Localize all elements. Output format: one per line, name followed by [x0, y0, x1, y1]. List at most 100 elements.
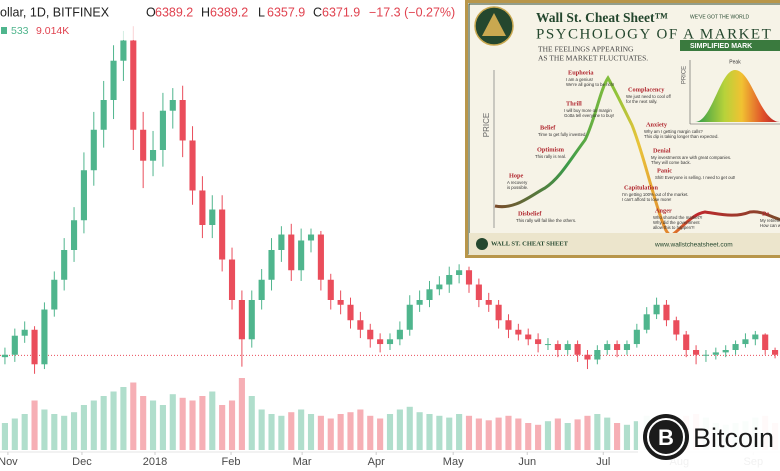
candle-body [357, 320, 364, 330]
volume-bar [189, 400, 196, 450]
stage-name: De [762, 210, 770, 217]
volume-bar [357, 409, 364, 450]
x-tick-label: Jun [518, 456, 536, 468]
stage-note: This rally will fail like the others. [516, 218, 576, 223]
watermark-symbol: B [658, 425, 674, 450]
stage-note: We just need to cool off [626, 94, 672, 99]
volume-bar [258, 409, 265, 450]
volume-bar [633, 421, 640, 450]
x-tick-label: Dec [72, 456, 92, 468]
candle-body [238, 300, 245, 340]
stage-name: Optimism [537, 146, 565, 153]
stage-note: How can we pa [760, 223, 780, 228]
volume-bar [110, 391, 117, 450]
candle-body [505, 320, 512, 330]
x-tick-label: Feb [222, 456, 241, 468]
stage-name: Capitulation [624, 184, 658, 191]
candle-body [535, 339, 542, 345]
volume-bar [120, 387, 127, 450]
volume-bar [1, 423, 8, 450]
stage-note: for the next rally. [626, 99, 657, 104]
x-tick-label: Mar [293, 456, 312, 468]
x-tick-label: Nov [0, 456, 18, 468]
mini-price-label: PRICE [682, 66, 688, 84]
legend-background [0, 2, 460, 40]
volume-bar [465, 415, 473, 450]
watermark-coin [643, 414, 689, 460]
candle-body [762, 334, 769, 350]
inset-price-label: PRICE [482, 113, 491, 137]
stage-note: This dip is taking longer than expected. [644, 134, 719, 139]
candle-body [149, 150, 157, 161]
candle-body [219, 209, 226, 260]
x-tick-label: Apr [368, 456, 385, 468]
volume-bar [179, 397, 186, 450]
candle-body [485, 300, 492, 305]
candle-body [544, 344, 552, 346]
volume-bar [525, 423, 532, 450]
x-tick-label: May [443, 456, 464, 468]
volume-bar [456, 414, 463, 450]
stage-note: Who shorted the market?! [653, 215, 702, 220]
candle-body [110, 60, 117, 100]
volume-bar [485, 420, 492, 450]
candle-body [594, 350, 601, 360]
volume-bar [505, 415, 512, 450]
volume-bar [554, 418, 561, 450]
stage-note: I will buy more on margin [564, 108, 612, 113]
candle-body [732, 344, 739, 350]
volume-bar [248, 396, 255, 450]
candle-body [633, 329, 640, 345]
inset-subtitle: AS THE MARKET FLUCTUATES. [538, 54, 648, 63]
ohlc-value: 6371.9 [322, 5, 360, 19]
stage-note: This rally is real. [535, 154, 566, 159]
stage-name: Euphoria [568, 69, 594, 76]
stage-note: Why did the government [653, 220, 700, 225]
volume-bar [209, 391, 216, 450]
stage-note: Shit! Everyone is selling. I need to get… [655, 175, 735, 180]
symbol-label: ollar, 1D, BITFINEX [0, 5, 110, 19]
candle-body [663, 304, 670, 321]
cycle-curve [494, 75, 780, 237]
volume-bar [11, 418, 18, 450]
volume-bar [475, 418, 482, 450]
candle-body [653, 304, 660, 315]
inset-title: PSYCHOLOGY OF A MARKET [536, 26, 772, 42]
candle-body [416, 300, 423, 305]
ohlc-value: 6389.2 [210, 5, 248, 19]
candle-body [189, 140, 196, 191]
candle-body [683, 334, 690, 350]
volume-bar [61, 415, 68, 450]
candle-body [604, 344, 611, 350]
volume-bar [288, 412, 295, 450]
volume-bar [268, 414, 275, 450]
candle-body [169, 100, 176, 111]
volume-bar [544, 421, 552, 450]
volume-length: 533 [11, 25, 29, 37]
stage-note: allow this to happen?! [653, 225, 695, 230]
candle-body [426, 289, 433, 300]
simplified-banner [680, 40, 780, 51]
inset-tagline: WE'VE GOT THE WORLD [690, 14, 749, 20]
volume-bar [140, 396, 147, 450]
candle-body [377, 339, 384, 345]
ohlc-value: 6389.2 [155, 5, 193, 19]
volume-bar [436, 415, 443, 450]
stage-note: I can't afford to lose more! [622, 197, 671, 202]
footer-logo [476, 238, 488, 250]
ohlc-key: L [258, 5, 265, 19]
volume-bar [614, 423, 621, 450]
candle-body [693, 350, 700, 355]
inset-subtitle: THE FEELINGS APPEARING [538, 45, 634, 54]
candle-body [406, 304, 413, 330]
candle-body [673, 320, 680, 335]
volume-bar [219, 405, 226, 450]
stage-name: Complacency [628, 86, 665, 93]
volume-bar [347, 412, 354, 450]
ohlc-legend: O 6389.2 H 6389.2 L 6357.9 C 6371.9 [146, 5, 360, 19]
candle-body [554, 344, 561, 350]
candle-body [317, 234, 324, 280]
ohlc-key: C [313, 5, 322, 19]
